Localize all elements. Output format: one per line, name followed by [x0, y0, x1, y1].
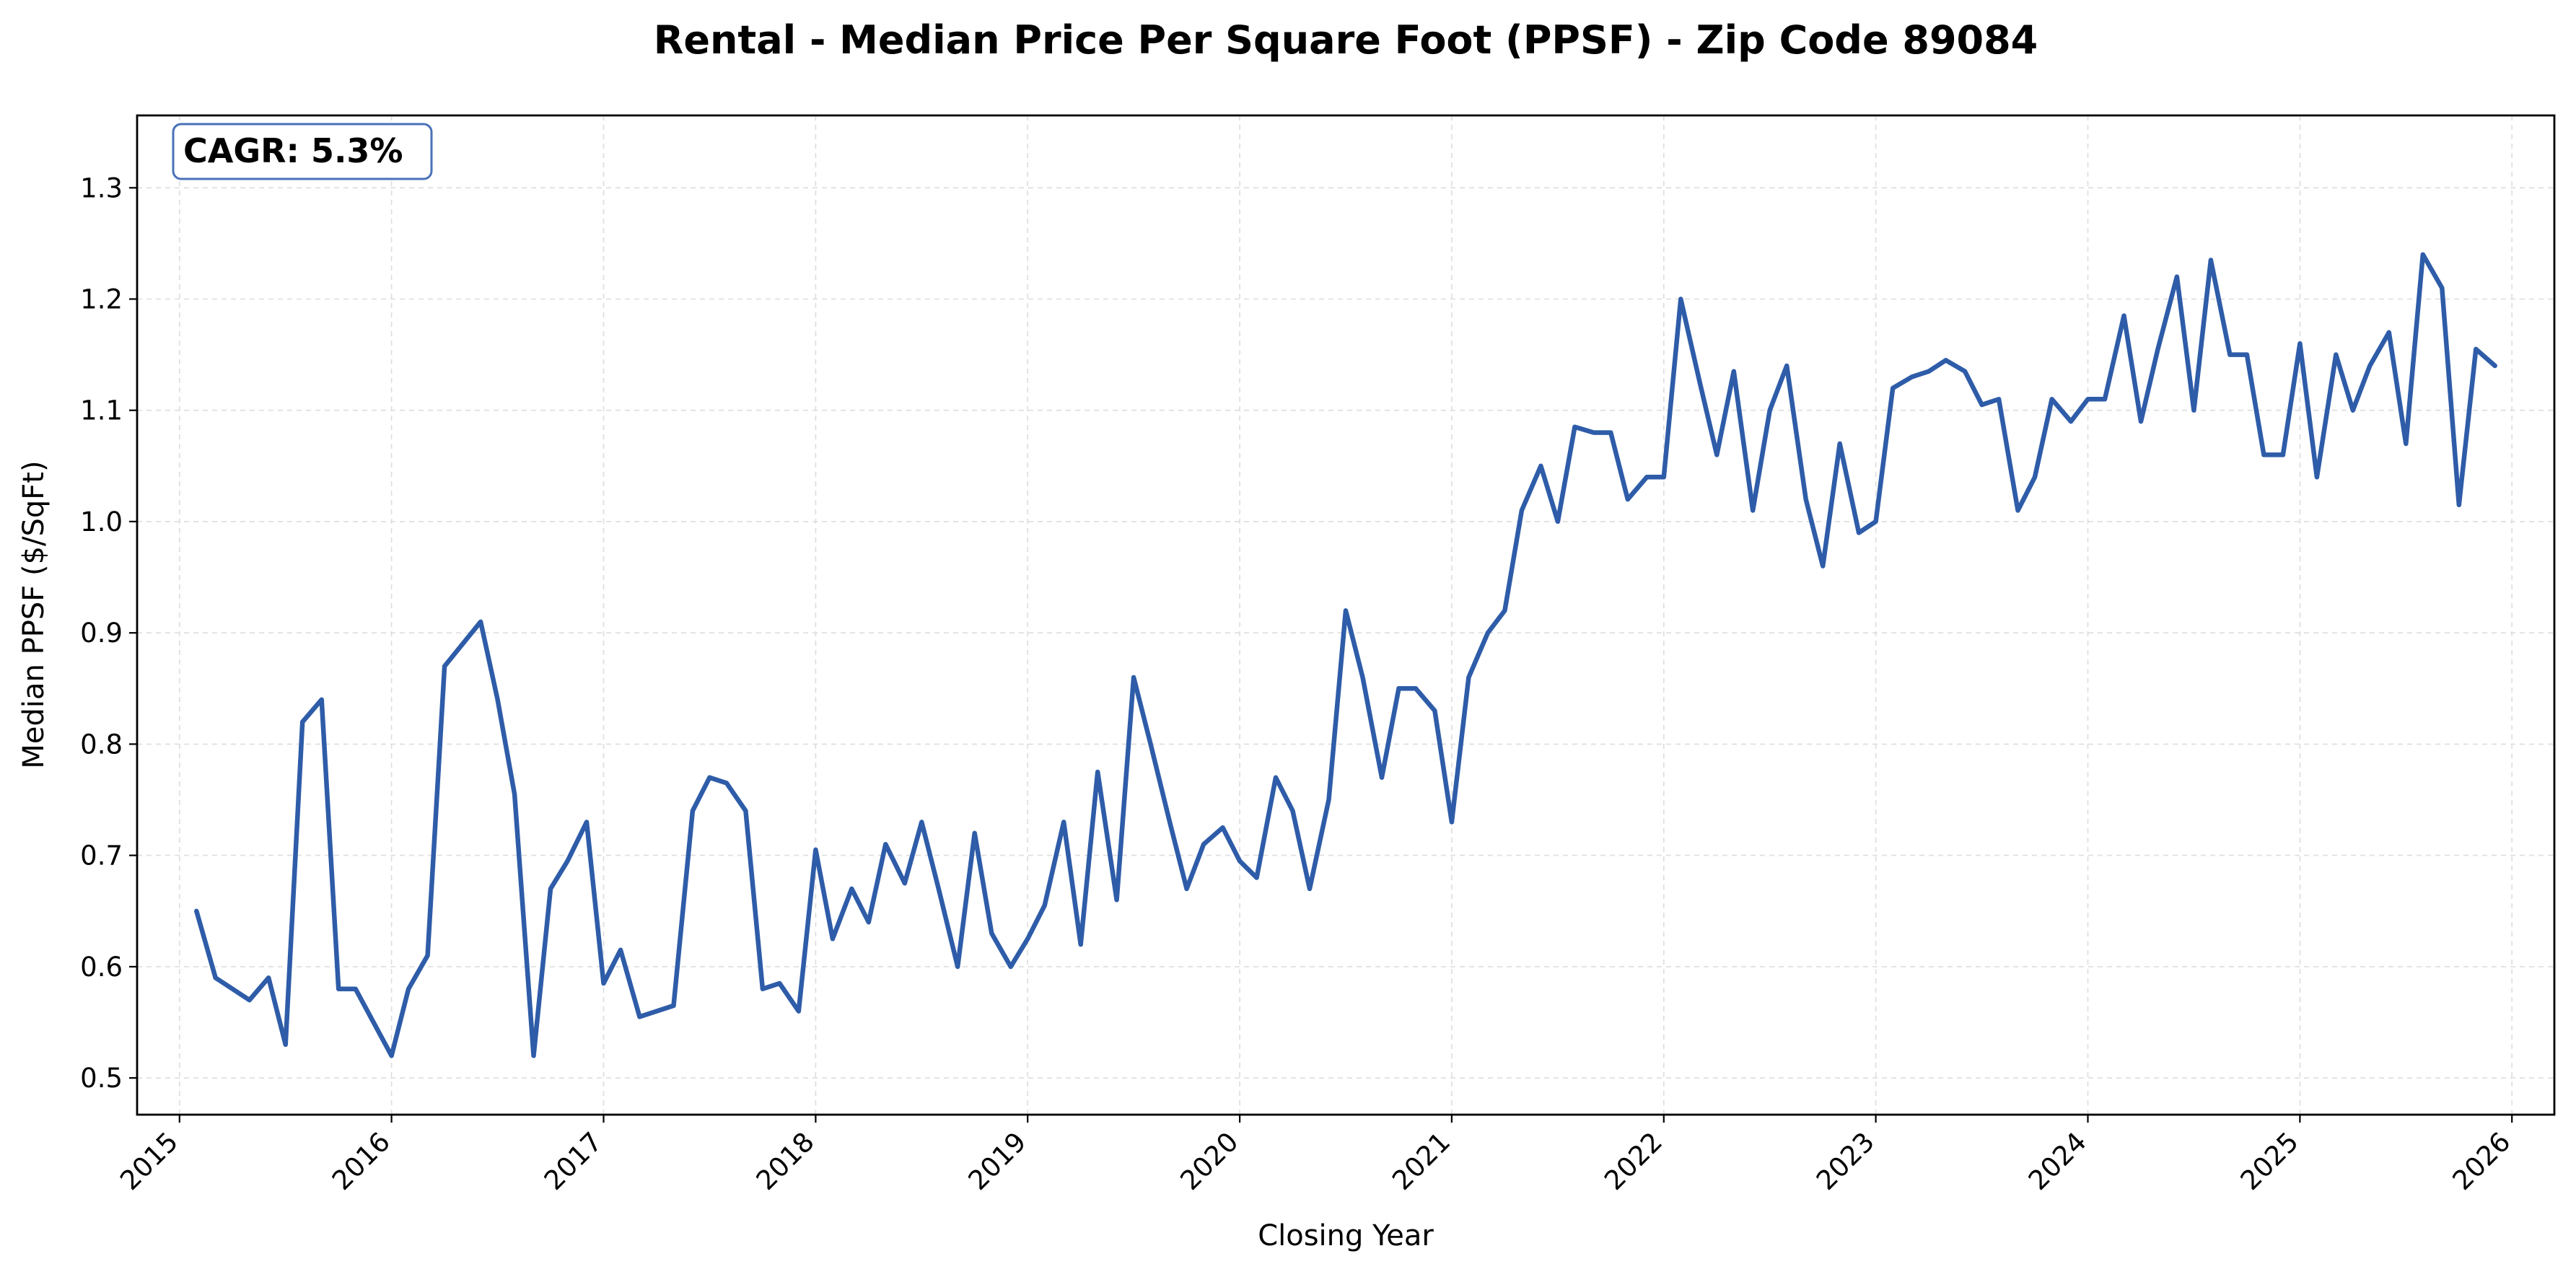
x-tick-label: 2026: [2447, 1126, 2517, 1196]
x-tick-label: 2015: [114, 1126, 184, 1196]
y-tick-label: 1.1: [80, 395, 123, 426]
x-axis-label: Closing Year: [1258, 1219, 1434, 1252]
cagr-label: CAGR: 5.3%: [183, 131, 403, 170]
plot-frame: [136, 114, 2556, 1116]
x-tick-label: 2025: [2235, 1126, 2305, 1196]
chart-title: Rental - Median Price Per Square Foot (P…: [654, 17, 2038, 63]
y-tick-label: 0.8: [80, 729, 123, 760]
x-tick-label: 2018: [750, 1126, 820, 1196]
y-tick-label: 0.7: [80, 841, 123, 872]
y-tick-label: 0.5: [80, 1063, 123, 1094]
x-tick-label: 2020: [1174, 1126, 1244, 1196]
cagr-box: [172, 123, 433, 180]
grid-lines: [137, 115, 2554, 1115]
series-layer: [194, 252, 2497, 1058]
y-tick-label: 1.2: [80, 284, 123, 315]
x-tick-label: 2024: [2023, 1126, 2093, 1196]
x-tick-label: 2016: [326, 1126, 396, 1196]
x-tick-label: 2019: [963, 1126, 1033, 1196]
y-tick-label: 0.6: [80, 952, 123, 983]
cagr-annotation: CAGR: 5.3%: [172, 123, 433, 180]
y-axis-label: Median PPSF ($/SqFt): [17, 460, 51, 768]
x-tick-label: 2021: [1386, 1126, 1456, 1196]
series-line: [194, 252, 2497, 1058]
y-tick-label: 0.9: [80, 618, 123, 649]
y-tick-label: 1.3: [80, 172, 123, 203]
x-tick-label: 2022: [1598, 1126, 1668, 1196]
y-tick-label: 1.0: [80, 506, 123, 537]
x-tick-label: 2023: [1810, 1126, 1880, 1196]
x-tick-label: 2017: [538, 1126, 608, 1196]
